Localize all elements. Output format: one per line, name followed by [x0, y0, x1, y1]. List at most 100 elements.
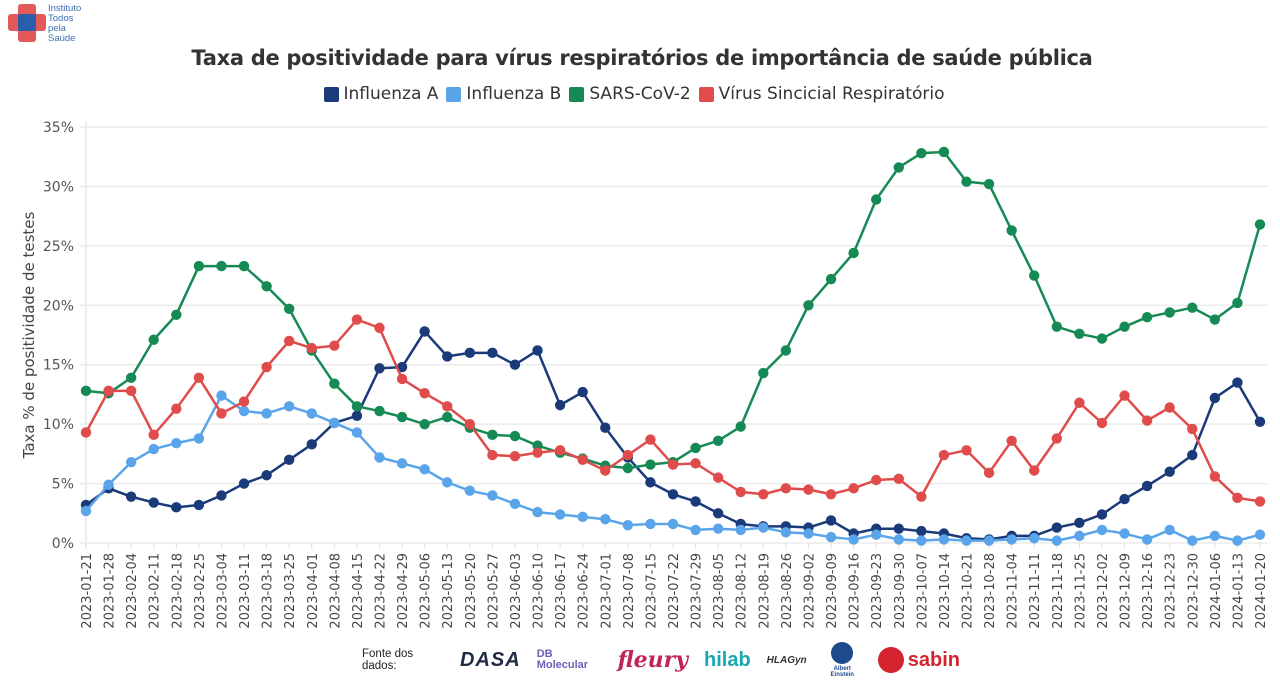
data-point[interactable]: [554, 445, 566, 456]
data-point[interactable]: [803, 484, 814, 495]
data-point[interactable]: [1209, 471, 1221, 482]
data-point[interactable]: [870, 529, 882, 540]
data-point[interactable]: [1051, 535, 1063, 546]
data-point[interactable]: [329, 417, 340, 429]
data-point[interactable]: [306, 439, 317, 450]
data-point[interactable]: [396, 411, 408, 423]
data-point[interactable]: [1164, 524, 1175, 536]
data-point[interactable]: [419, 418, 430, 430]
data-point[interactable]: [238, 260, 250, 272]
data-point[interactable]: [148, 497, 159, 508]
data-point[interactable]: [1254, 529, 1266, 540]
data-point[interactable]: [396, 373, 408, 385]
data-point[interactable]: [1074, 530, 1085, 542]
data-point[interactable]: [1029, 533, 1040, 544]
data-point[interactable]: [396, 458, 408, 469]
data-point[interactable]: [938, 146, 950, 158]
data-point[interactable]: [600, 422, 611, 433]
data-point[interactable]: [848, 247, 859, 259]
data-point[interactable]: [532, 440, 543, 451]
data-point[interactable]: [916, 147, 927, 159]
data-point[interactable]: [690, 496, 701, 507]
data-point[interactable]: [825, 489, 837, 500]
data-point[interactable]: [283, 401, 295, 412]
data-point[interactable]: [758, 489, 769, 500]
data-point[interactable]: [80, 427, 92, 438]
data-point[interactable]: [577, 386, 588, 398]
data-point[interactable]: [983, 178, 995, 190]
data-point[interactable]: [125, 385, 137, 397]
data-point[interactable]: [261, 361, 272, 373]
data-point[interactable]: [690, 524, 701, 536]
data-point[interactable]: [554, 399, 566, 411]
data-point[interactable]: [622, 462, 634, 474]
data-point[interactable]: [103, 479, 114, 490]
data-point[interactable]: [645, 434, 656, 445]
data-point[interactable]: [667, 518, 679, 530]
data-point[interactable]: [1141, 534, 1153, 545]
data-point[interactable]: [1164, 466, 1175, 477]
data-point[interactable]: [1254, 219, 1266, 230]
data-point[interactable]: [600, 514, 611, 525]
legend-item-influenza-b[interactable]: Influenza B: [446, 84, 561, 104]
data-point[interactable]: [893, 162, 904, 173]
data-point[interactable]: [283, 454, 295, 465]
data-point[interactable]: [1187, 423, 1198, 435]
data-point[interactable]: [645, 459, 656, 470]
data-point[interactable]: [961, 445, 972, 456]
data-point[interactable]: [1209, 530, 1221, 542]
data-point[interactable]: [1029, 465, 1040, 476]
data-point[interactable]: [780, 345, 792, 356]
legend-item-influenza-a[interactable]: Influenza A: [323, 84, 438, 104]
data-point[interactable]: [1232, 297, 1243, 309]
data-point[interactable]: [803, 528, 814, 539]
data-point[interactable]: [690, 458, 701, 469]
data-point[interactable]: [1006, 435, 1017, 446]
data-point[interactable]: [238, 405, 250, 417]
data-point[interactable]: [825, 531, 837, 543]
data-point[interactable]: [1006, 534, 1017, 545]
data-point[interactable]: [803, 300, 814, 311]
data-point[interactable]: [1029, 270, 1040, 281]
data-point[interactable]: [1141, 415, 1153, 426]
data-point[interactable]: [351, 314, 363, 325]
data-point[interactable]: [80, 385, 92, 397]
data-point[interactable]: [171, 403, 182, 414]
data-point[interactable]: [848, 483, 859, 494]
data-point[interactable]: [1074, 397, 1085, 408]
data-point[interactable]: [961, 176, 972, 187]
data-point[interactable]: [125, 372, 137, 383]
data-point[interactable]: [464, 347, 476, 359]
data-point[interactable]: [125, 491, 137, 502]
data-point[interactable]: [261, 470, 272, 481]
data-point[interactable]: [80, 505, 92, 517]
data-point[interactable]: [577, 511, 588, 523]
data-point[interactable]: [125, 456, 137, 468]
data-point[interactable]: [1051, 321, 1063, 332]
data-point[interactable]: [442, 411, 453, 423]
data-point[interactable]: [193, 372, 205, 383]
data-point[interactable]: [261, 281, 272, 292]
data-point[interactable]: [893, 473, 904, 485]
data-point[interactable]: [780, 483, 792, 494]
data-point[interactable]: [1096, 509, 1108, 520]
data-point[interactable]: [1164, 402, 1175, 413]
data-point[interactable]: [509, 430, 521, 442]
data-point[interactable]: [1232, 377, 1243, 388]
data-point[interactable]: [1074, 517, 1085, 528]
data-point[interactable]: [238, 478, 250, 489]
data-point[interactable]: [712, 472, 724, 483]
data-point[interactable]: [1187, 302, 1198, 313]
data-point[interactable]: [419, 464, 430, 475]
data-point[interactable]: [1254, 496, 1266, 507]
data-point[interactable]: [1096, 333, 1108, 344]
data-point[interactable]: [622, 449, 634, 461]
data-point[interactable]: [171, 437, 182, 449]
data-point[interactable]: [216, 390, 227, 401]
data-point[interactable]: [1187, 449, 1198, 461]
data-point[interactable]: [758, 367, 769, 379]
data-point[interactable]: [1119, 528, 1130, 539]
data-point[interactable]: [193, 499, 205, 511]
data-point[interactable]: [1006, 225, 1017, 236]
data-point[interactable]: [577, 454, 588, 465]
